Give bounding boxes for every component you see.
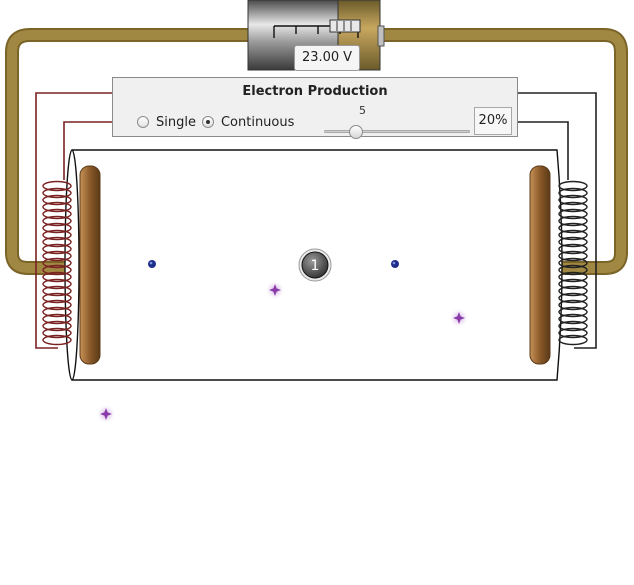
coil-loop — [558, 299, 588, 311]
coil-loop — [558, 285, 588, 297]
coil-loop — [42, 180, 72, 192]
radio-single-indicator[interactable] — [137, 116, 149, 128]
coil-loop — [558, 222, 588, 234]
coil-loop — [558, 257, 588, 269]
atom-counter-value: 1 — [311, 258, 320, 274]
coil-loop — [42, 215, 72, 227]
coil-loop — [42, 229, 72, 241]
photon — [269, 284, 281, 296]
coil-loop — [42, 194, 72, 206]
electron — [148, 260, 156, 268]
coil-loop — [558, 278, 588, 290]
coil-loop — [42, 299, 72, 311]
coil-loop — [558, 320, 588, 332]
coil-loop — [42, 306, 72, 318]
coil-loop — [558, 194, 588, 206]
coil-loop — [558, 327, 588, 339]
coil-loop — [558, 313, 588, 325]
coil-loop — [42, 320, 72, 332]
radio-single[interactable]: Single — [137, 115, 196, 130]
coil-loop — [558, 271, 588, 283]
coil-loop — [42, 292, 72, 304]
photons — [97, 281, 468, 423]
radio-single-label[interactable]: Single — [156, 114, 196, 130]
left-electrode — [79, 165, 101, 365]
coil-loop — [558, 236, 588, 248]
rate-slider-value: 5 — [359, 104, 366, 117]
voltage-unit: V — [343, 50, 353, 65]
photon — [100, 408, 112, 420]
voltage-value: 23.00 — [301, 50, 340, 65]
coil-loop — [558, 306, 588, 318]
right-heater-coil — [558, 180, 588, 346]
coil-loop — [42, 271, 72, 283]
coil-loop — [558, 243, 588, 255]
battery-voltage-readout: 23.00 V — [294, 45, 360, 71]
coil-loop — [558, 215, 588, 227]
left-coil-wires — [35, 92, 112, 349]
coil-loop — [42, 278, 72, 290]
coil-loop — [558, 292, 588, 304]
coil-loop — [42, 222, 72, 234]
electron-production-panel: Electron Production Single Continuous 5 … — [112, 77, 518, 139]
radio-continuous-label[interactable]: Continuous — [220, 114, 295, 130]
coil-loop — [42, 236, 72, 248]
radio-continuous[interactable]: Continuous — [201, 114, 295, 130]
radio-continuous-indicator[interactable] — [201, 116, 214, 128]
coil-loop — [42, 250, 72, 262]
coil-loop — [42, 327, 72, 339]
production-mode-radio-group: Single Continuous — [137, 114, 300, 130]
electron — [391, 260, 399, 268]
coil-loop — [558, 187, 588, 199]
coil-loop — [42, 334, 72, 346]
rate-slider-thumb[interactable] — [349, 125, 364, 139]
coil-loop — [42, 208, 72, 220]
coil-loop — [42, 243, 72, 255]
left-heater-coil — [42, 180, 72, 346]
coil-loop — [42, 313, 72, 325]
electrons — [148, 260, 399, 268]
battery-slider-knob[interactable] — [329, 19, 361, 33]
panel-title: Electron Production — [242, 84, 388, 99]
rate-percent-field[interactable]: 20% — [474, 107, 512, 135]
coil-loop — [42, 285, 72, 297]
coil-loop — [558, 250, 588, 262]
coil-loop — [42, 257, 72, 269]
coil-loop — [558, 229, 588, 241]
rate-slider-track[interactable] — [324, 130, 470, 133]
photon — [453, 312, 465, 324]
coil-loop — [558, 208, 588, 220]
right-coil-wires — [518, 92, 597, 349]
coil-loop — [558, 201, 588, 213]
coil-loop — [42, 187, 72, 199]
right-electrode — [529, 165, 551, 365]
coil-loop — [558, 334, 588, 346]
coil-loop — [42, 201, 72, 213]
coil-loop — [558, 180, 588, 192]
coil-loop — [42, 264, 72, 276]
coil-loop — [558, 264, 588, 276]
atom-counter: 1 — [298, 248, 332, 282]
